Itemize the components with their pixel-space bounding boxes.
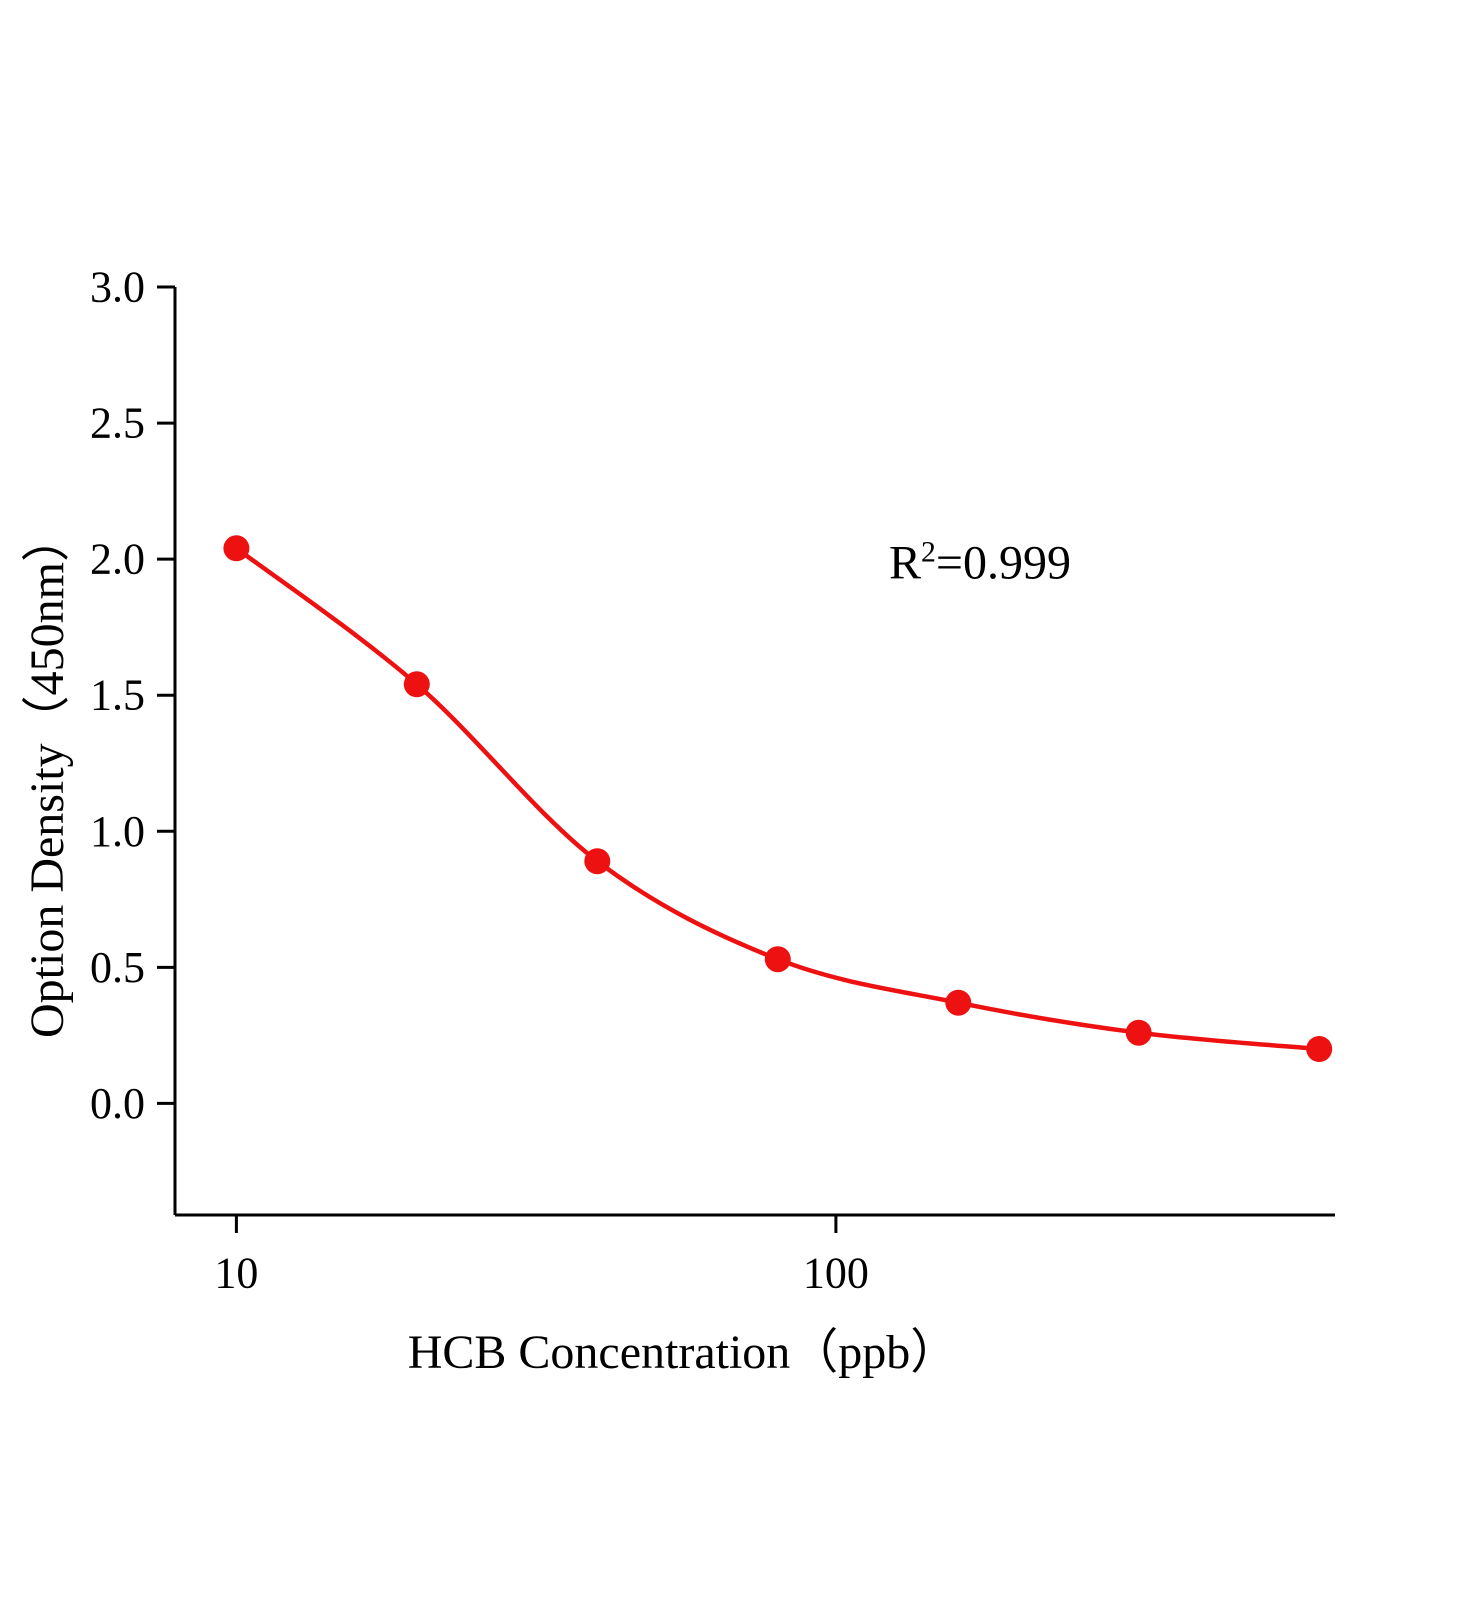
data-point <box>584 848 611 875</box>
y-tick-label: 2.0 <box>90 535 145 584</box>
y-tick-label: 0.5 <box>90 943 145 992</box>
annotation-value: =0.999 <box>935 536 1071 590</box>
y-tick-label: 3.0 <box>90 263 145 312</box>
y-tick-label: 1.5 <box>90 671 145 720</box>
y-tick-label: 1.0 <box>90 807 145 856</box>
data-point <box>945 989 972 1016</box>
x-tick-label: 100 <box>803 1249 869 1298</box>
data-point <box>764 946 791 973</box>
data-point <box>1306 1036 1333 1062</box>
x-tick-label: 10 <box>214 1249 258 1298</box>
data-point <box>1125 1019 1152 1046</box>
fit-curve <box>234 546 1322 1052</box>
data-point <box>223 535 250 562</box>
data-point <box>403 671 430 698</box>
annotation-exponent: 2 <box>921 535 936 569</box>
y-axis-title: Option Density（450nm） <box>21 514 74 1038</box>
annotation-base: R <box>889 536 922 590</box>
r-squared-annotation: R2=0.999 <box>889 536 1071 591</box>
y-tick-label: 0.0 <box>90 1079 145 1128</box>
x-axis-title: HCB Concentration（ppb） <box>407 1326 959 1379</box>
y-tick-label: 2.5 <box>90 399 145 448</box>
